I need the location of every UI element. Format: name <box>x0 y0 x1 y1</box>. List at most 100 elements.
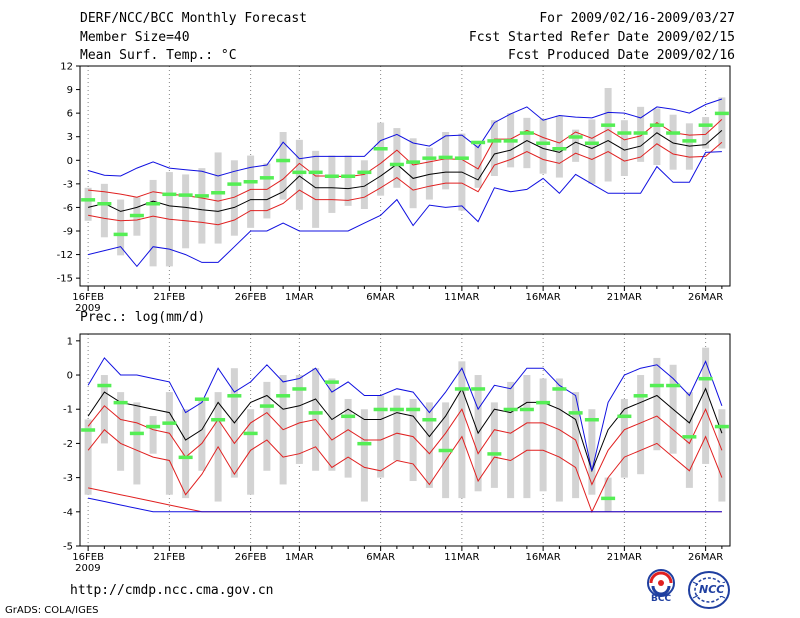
temp-mean-marker <box>227 182 242 186</box>
prec-spread-box <box>620 398 628 478</box>
prec-spread-box <box>409 398 417 482</box>
temp-mean-marker <box>698 123 713 127</box>
temp-spread-box <box>279 132 287 200</box>
temp-xtick-label: 21MAR <box>607 292 642 303</box>
temp-mean-marker <box>308 170 323 175</box>
prec-mean-marker <box>97 383 112 388</box>
temp-spread-box <box>620 120 628 176</box>
prec-year-label: 2009 <box>75 563 100 574</box>
prec-mean-marker <box>259 404 274 408</box>
prec-spread-inner-lower-line <box>87 428 723 514</box>
temp-mean-marker <box>503 139 518 143</box>
temp-spread-box <box>247 155 255 228</box>
forecast-period: For 2009/02/16-2009/03/27 <box>539 11 735 26</box>
refer-date: Fcst Started Refer Date 2009/02/15 <box>468 30 735 45</box>
temp-spread-box <box>360 160 368 209</box>
temp-mean-marker <box>682 139 697 143</box>
prec-ensemble-mean-line <box>87 387 723 473</box>
temp-spread-box <box>214 152 222 244</box>
temp-spread-box <box>490 120 498 176</box>
prec-ytick-label: -1 <box>63 405 73 416</box>
produced-date: Fcst Produced Date 2009/02/16 <box>508 48 735 63</box>
temp-spread-box <box>149 179 157 267</box>
source-url[interactable]: http://cmdp.ncc.cma.gov.cn <box>70 583 274 598</box>
prec-spread-box <box>604 477 612 512</box>
prec-spread-box <box>84 419 92 495</box>
temp-mean-marker <box>617 131 632 135</box>
temp-mean-marker <box>373 147 388 151</box>
prec-mean-marker <box>276 394 291 398</box>
prec-mean-marker <box>81 428 96 432</box>
temp-spread-box <box>604 88 612 182</box>
prec-mean-marker <box>178 455 193 460</box>
prec-spread-box <box>344 398 352 478</box>
prec-xtick-label: 6MAR <box>366 552 395 563</box>
temp-plot-frame <box>79 65 731 287</box>
prec-spread-box <box>685 392 693 488</box>
prec-spread-box <box>523 375 531 499</box>
temp-xtick-label: 26FEB <box>235 292 267 303</box>
temp-spread-inner-lower-line <box>88 141 723 226</box>
prec-ytick-label: 0 <box>67 371 73 382</box>
prec-xtick-label: 11MAR <box>444 552 479 563</box>
prec-spread-box <box>555 378 563 502</box>
temp-mean-marker <box>422 156 437 160</box>
temp-xtick-label: 6MAR <box>366 292 395 303</box>
prec-mean-marker <box>503 407 518 412</box>
temp-xtick-label: 16MAR <box>526 292 561 303</box>
temp-mean-marker <box>519 131 534 135</box>
prec-panel-title: Prec.: log(mm/d) <box>80 310 206 325</box>
prec-spread-box <box>653 357 661 451</box>
prec-mean-marker <box>633 394 648 398</box>
prec-xtick-label: 16FEB <box>72 552 104 563</box>
prec-spread-box <box>702 347 710 464</box>
temp-ensemble-mean-line <box>87 130 723 212</box>
prec-mean-marker <box>519 407 534 412</box>
temp-mean-marker <box>292 170 307 175</box>
temp-year-label: 2009 <box>75 303 100 314</box>
bcc-logo-text: BCC <box>651 594 672 604</box>
temp-mean-marker <box>341 174 356 178</box>
temp-mean-marker <box>194 194 209 198</box>
prec-spread-box <box>149 416 157 454</box>
prec-ytick-label: 1 <box>67 336 73 347</box>
prec-spread-box <box>117 392 125 471</box>
temp-mean-marker <box>601 123 616 127</box>
prec-spread-outer-upper-line <box>87 357 723 471</box>
prec-xtick-label: 21FEB <box>154 552 186 563</box>
prec-mean-marker <box>292 387 307 391</box>
temp-mean-marker <box>438 155 453 160</box>
prec-mean-marker <box>666 383 681 388</box>
temp-mean-marker <box>178 193 193 197</box>
temp-xtick-label: 16FEB <box>72 292 104 303</box>
prec-spread-box <box>263 381 271 471</box>
prec-spread-box <box>572 392 580 499</box>
temp-ytick-label: 6 <box>67 109 73 120</box>
prec-spread-box <box>295 375 303 464</box>
prec-mean-marker <box>568 411 583 415</box>
prec-mean-marker <box>682 435 697 439</box>
temp-spread-box <box>198 168 206 244</box>
temp-ytick-label: -15 <box>57 274 73 285</box>
prec-spread-box <box>165 392 173 495</box>
prec-spread-box <box>100 375 108 444</box>
prec-mean-marker <box>471 387 486 391</box>
temp-mean-marker <box>568 135 583 139</box>
prec-mean-marker <box>698 376 713 381</box>
temp-mean-marker <box>276 158 291 163</box>
prec-mean-marker <box>552 387 567 391</box>
temp-ytick-label: 9 <box>67 85 73 96</box>
prec-ytick-label: -3 <box>63 473 73 484</box>
prec-spread-box <box>718 409 726 502</box>
temp-spread-box <box>669 114 677 170</box>
temp-spread-box <box>295 139 303 210</box>
temp-spread-box <box>539 118 547 174</box>
prec-mean-marker <box>227 394 242 398</box>
prec-xtick-label: 1MAR <box>285 552 314 563</box>
bcc-logo: BCC <box>641 567 681 607</box>
prec-spread-box <box>507 381 515 499</box>
temp-xtick-label: 26MAR <box>688 292 723 303</box>
prec-ytick-label: -2 <box>63 439 73 450</box>
temp-mean-marker <box>259 176 274 180</box>
